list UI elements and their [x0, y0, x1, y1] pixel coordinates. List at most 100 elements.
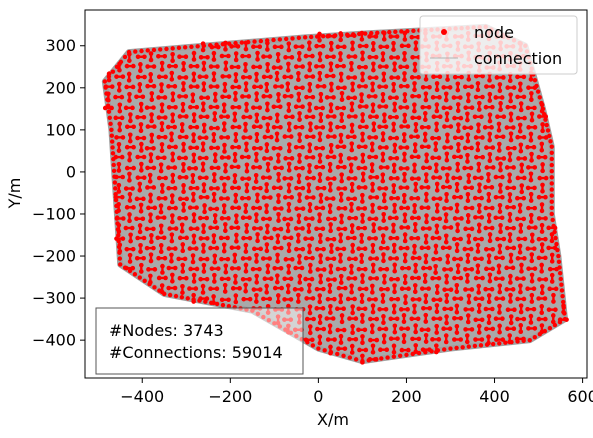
- node-point: [466, 300, 472, 305]
- node-point: [222, 188, 227, 194]
- node-point: [420, 85, 426, 90]
- node-point: [332, 337, 337, 342]
- node-point: [397, 353, 403, 358]
- node-point: [114, 203, 119, 209]
- node-point: [116, 168, 122, 173]
- node-point: [373, 236, 379, 241]
- node-point: [215, 266, 221, 271]
- node-point: [254, 158, 259, 163]
- node-point: [426, 245, 431, 251]
- node-point: [437, 216, 443, 222]
- node-point: [240, 94, 245, 99]
- node-point: [233, 90, 238, 96]
- node-point: [230, 205, 235, 211]
- node-point: [424, 158, 429, 164]
- node-point: [455, 263, 461, 268]
- node-point: [331, 95, 336, 100]
- node-point: [356, 64, 362, 70]
- node-point: [537, 331, 543, 337]
- node-point: [504, 265, 509, 271]
- node-point: [225, 114, 231, 119]
- node-point: [370, 269, 376, 274]
- node-point: [201, 242, 206, 248]
- node-point: [443, 239, 449, 245]
- node-point: [313, 105, 319, 111]
- node-point: [130, 105, 135, 111]
- node-point: [160, 182, 165, 188]
- node-point: [285, 283, 291, 288]
- node-point: [399, 326, 404, 331]
- node-point: [338, 293, 344, 298]
- node-point: [316, 346, 321, 351]
- node-point: [265, 168, 271, 173]
- node-point: [475, 81, 481, 86]
- node-point: [423, 97, 429, 103]
- node-point: [264, 81, 270, 87]
- node-point: [235, 44, 241, 49]
- node-point: [381, 77, 387, 83]
- node-point: [185, 296, 190, 301]
- node-point: [127, 132, 133, 138]
- node-point: [473, 135, 479, 140]
- node-point: [212, 178, 217, 184]
- node-point: [498, 189, 503, 194]
- node-point: [264, 148, 270, 154]
- node-point: [209, 266, 215, 271]
- node-point: [419, 205, 425, 210]
- node-point: [497, 341, 502, 346]
- node-point: [452, 115, 457, 121]
- node-point: [233, 131, 239, 137]
- node-point: [546, 225, 551, 231]
- node-point: [120, 236, 126, 241]
- node-point: [545, 128, 551, 133]
- node-point: [188, 266, 193, 272]
- node-point: [529, 238, 535, 244]
- node-point: [213, 91, 218, 97]
- node-point: [233, 192, 239, 198]
- node-point: [247, 276, 252, 282]
- node-point: [512, 307, 517, 312]
- node-point: [477, 202, 482, 208]
- node-point: [501, 114, 507, 120]
- node-point: [296, 35, 302, 41]
- node-point: [459, 74, 464, 80]
- node-point: [392, 323, 398, 329]
- node-point: [532, 125, 538, 130]
- node-point: [532, 105, 537, 111]
- node-point: [293, 165, 299, 171]
- node-point: [507, 192, 513, 197]
- node-point: [219, 114, 224, 119]
- node-point: [445, 77, 450, 82]
- node-point: [327, 203, 333, 208]
- node-point: [145, 185, 150, 190]
- node-point: [508, 299, 513, 304]
- node-point: [310, 337, 315, 343]
- node-point: [547, 266, 553, 272]
- node-point: [404, 105, 410, 110]
- node-point: [463, 205, 469, 211]
- node-point: [230, 286, 236, 291]
- node-point: [456, 142, 461, 147]
- node-point: [339, 178, 344, 184]
- node-point: [331, 54, 336, 60]
- node-point: [286, 168, 292, 173]
- node-point: [476, 222, 482, 228]
- node-point: [232, 151, 238, 157]
- node-point: [404, 245, 410, 251]
- node-point: [247, 114, 253, 120]
- node-point: [517, 122, 523, 128]
- node-point: [549, 175, 554, 180]
- node-point: [412, 221, 418, 227]
- node-point: [436, 155, 442, 161]
- node-point: [394, 256, 400, 261]
- node-point: [212, 219, 218, 225]
- node-point: [508, 131, 514, 136]
- node-point: [286, 101, 292, 107]
- y-tick-label: −300: [32, 289, 76, 308]
- node-point: [272, 165, 278, 171]
- node-point: [275, 293, 281, 298]
- node-point: [443, 91, 449, 97]
- node-point: [236, 185, 242, 191]
- node-point: [360, 177, 366, 183]
- node-point: [336, 346, 341, 351]
